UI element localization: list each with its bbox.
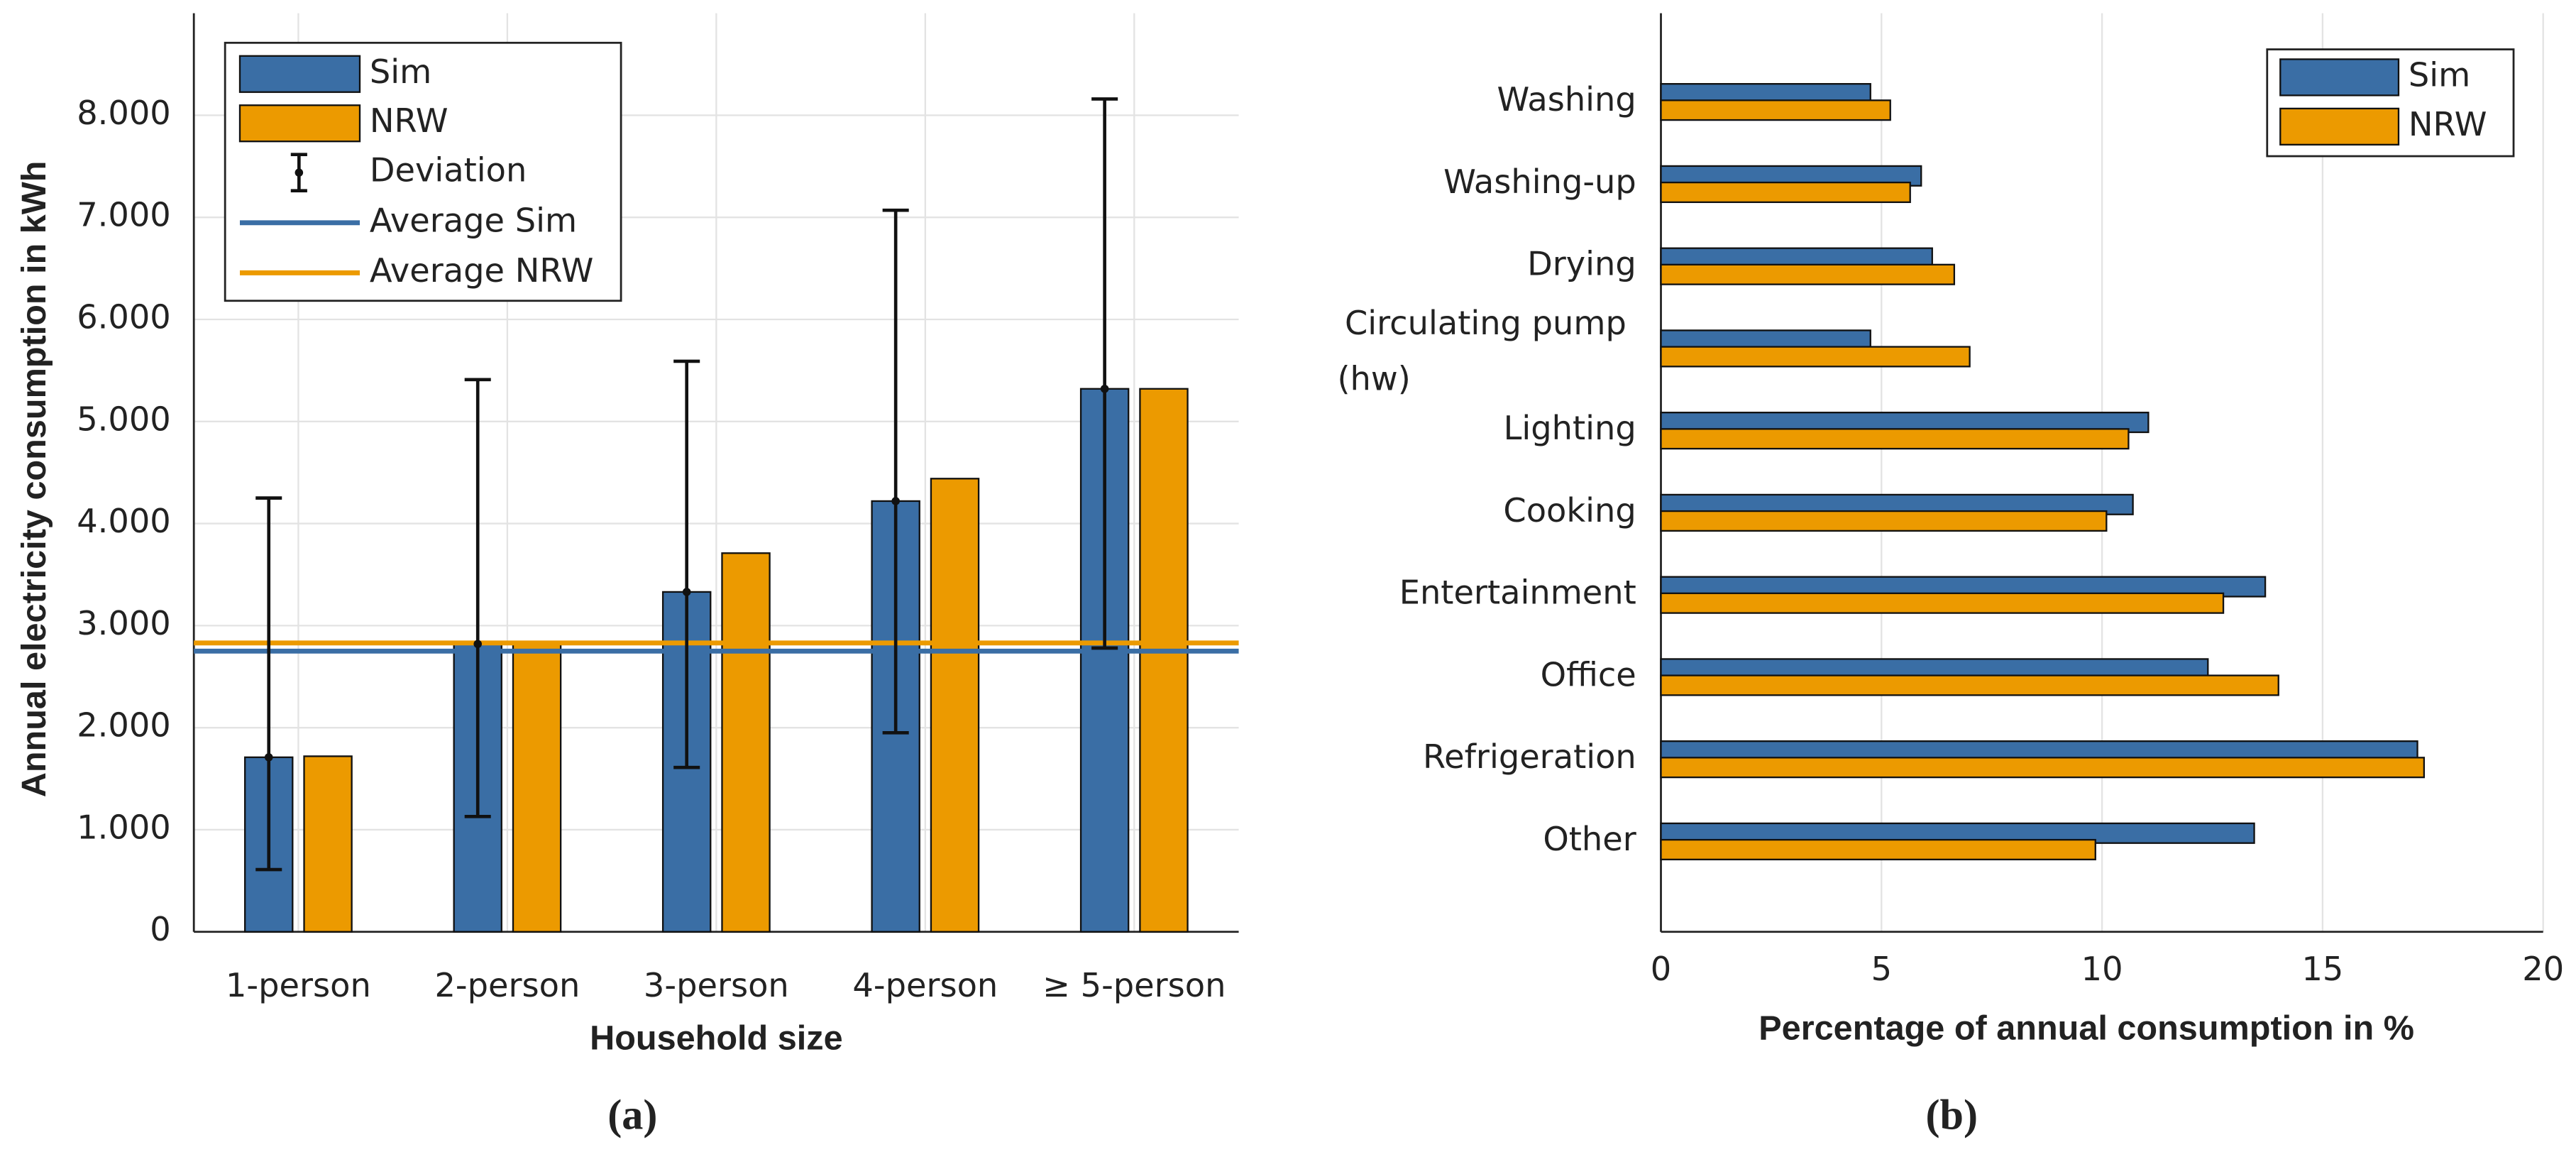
error-center	[682, 588, 691, 596]
y-tick-label: Circulating pump	[1345, 304, 1626, 342]
bar	[1660, 838, 2096, 861]
x-tick-label: 1-person	[226, 966, 371, 1004]
bar	[1660, 99, 1891, 121]
x-tick-label: 15	[2301, 950, 2343, 988]
y-tick-label: 6.000	[77, 297, 171, 336]
error-bar	[255, 496, 282, 872]
y-tick-label: 2.000	[77, 706, 171, 745]
bar	[1660, 428, 2130, 450]
legend-label: Average Sim	[370, 201, 577, 239]
bar	[1139, 388, 1189, 933]
bar	[512, 643, 562, 933]
x-tick-label: ≥ 5-person	[1042, 966, 1226, 1004]
y-tick-label: Other	[1543, 820, 1636, 858]
x-axis-title: Household size	[590, 1019, 843, 1057]
y-tick-label: 1.000	[77, 808, 171, 846]
y-tick-label: 0	[150, 910, 170, 948]
bar	[1660, 674, 2279, 696]
y-tick-label: Cooking	[1503, 491, 1636, 530]
bar	[1660, 592, 2225, 614]
y-tick-label: 8.000	[77, 94, 171, 132]
y-tick-label: Drying	[1527, 245, 1636, 283]
caption: (b)	[1925, 1091, 1978, 1139]
x-tick-label: 3-person	[644, 966, 789, 1004]
legend-swatch	[238, 55, 361, 93]
y-axis-title: Annual electricity consumption in kWh	[15, 161, 53, 798]
error-center	[1100, 384, 1109, 393]
y-tick-label: 7.000	[77, 196, 171, 234]
bar	[721, 552, 771, 933]
bar	[303, 755, 353, 933]
legend-error	[295, 168, 304, 177]
legend-label: Deviation	[370, 151, 527, 190]
legend-swatch	[238, 104, 361, 143]
legend-label: Sim	[2409, 55, 2470, 94]
legend-label: Sim	[370, 53, 431, 91]
bar	[1660, 181, 1911, 204]
y-tick-label: 3.000	[77, 604, 171, 642]
y-tick-label: Office	[1541, 655, 1636, 693]
y-tick-label: (hw)	[1337, 360, 1410, 398]
bar	[930, 478, 980, 933]
legend-label: NRW	[2409, 105, 2487, 143]
error-bar	[673, 359, 700, 769]
error-bar	[1091, 97, 1118, 650]
legend-swatch	[2279, 107, 2400, 146]
caption: (a)	[607, 1091, 657, 1139]
x-axis-title: Percentage of annual consumption in %	[1758, 1009, 2414, 1047]
error-center	[264, 753, 273, 762]
y-tick-label: Lighting	[1504, 409, 1636, 447]
y-tick-label: 5.000	[77, 400, 171, 438]
x-tick-label: 10	[2081, 950, 2123, 988]
error-center	[891, 497, 900, 505]
x-tick-label: 0	[1651, 950, 1671, 988]
y-tick-label: Refrigeration	[1423, 737, 1636, 776]
y-tick-label: Washing	[1497, 80, 1636, 119]
bar	[1660, 757, 2426, 779]
error-center	[473, 640, 483, 649]
y-tick-label: Washing-up	[1443, 163, 1636, 201]
x-tick-label: 4-person	[852, 966, 998, 1004]
bar	[1660, 510, 2108, 532]
x-tick-label: 5	[1871, 950, 1892, 988]
x-tick-label: 20	[2522, 950, 2564, 988]
legend-label: Average NRW	[370, 251, 594, 290]
y-tick-label: 4.000	[77, 502, 171, 540]
x-tick-label: 2-person	[434, 966, 580, 1004]
legend-swatch	[2279, 58, 2400, 97]
bar	[1660, 346, 1971, 368]
bar	[1660, 263, 1956, 285]
y-tick-label: Entertainment	[1399, 574, 1636, 612]
error-bar	[464, 378, 491, 818]
error-bar	[882, 208, 909, 735]
legend-label: NRW	[370, 102, 448, 140]
